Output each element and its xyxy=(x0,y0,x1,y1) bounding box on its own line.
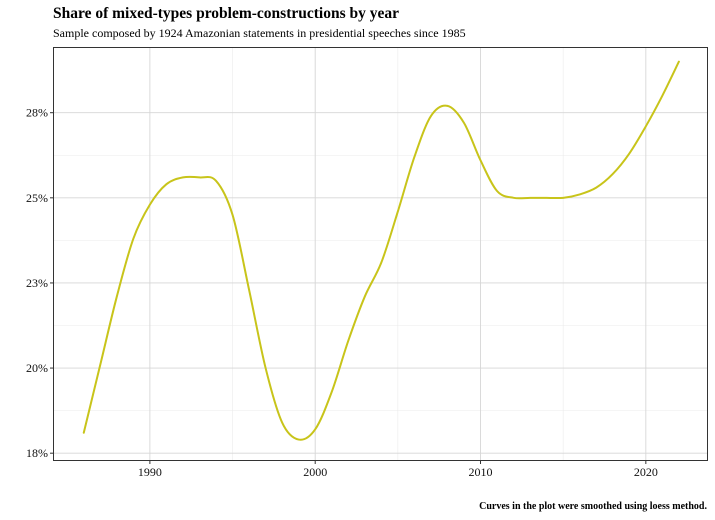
plot-panel xyxy=(53,47,708,461)
series-layer xyxy=(82,60,680,441)
plot-border xyxy=(53,47,708,461)
chart-caption: Curves in the plot were smoothed using l… xyxy=(479,501,707,512)
y-tick-label: 28% xyxy=(26,106,48,120)
y-tick-label: 23% xyxy=(26,276,48,290)
x-tick-label: 2020 xyxy=(634,465,658,479)
x-tick-label: 1990 xyxy=(138,465,162,479)
series-line xyxy=(82,60,680,441)
chart-title: Share of mixed-types problem-constructio… xyxy=(53,5,400,22)
chart-subtitle: Sample composed by 1924 Amazonian statem… xyxy=(53,26,466,40)
grid-lines xyxy=(54,48,707,460)
y-tick-label: 25% xyxy=(26,191,48,205)
y-tick-label: 20% xyxy=(26,361,48,375)
y-tick-label: 18% xyxy=(26,446,48,460)
x-tick-label: 2010 xyxy=(469,465,493,479)
axis-ticks: 1990 2000 2010 2020 18% 20% 23% 25% 28% xyxy=(26,106,658,479)
x-tick-label: 2000 xyxy=(303,465,327,479)
